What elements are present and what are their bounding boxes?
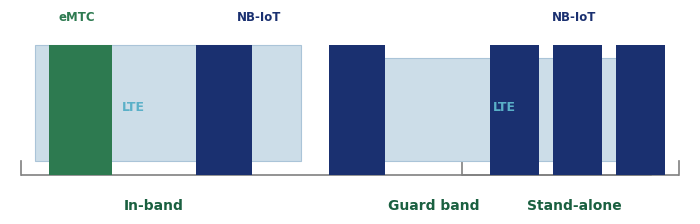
Bar bbox=[371, 58, 637, 161]
Text: NB-IoT: NB-IoT bbox=[237, 11, 281, 24]
Bar bbox=[49, 45, 112, 175]
Text: LTE: LTE bbox=[122, 101, 144, 114]
Bar bbox=[553, 45, 602, 175]
Text: Stand-alone: Stand-alone bbox=[526, 199, 622, 213]
Text: eMTC: eMTC bbox=[59, 11, 95, 24]
Bar bbox=[616, 45, 665, 175]
Bar bbox=[490, 45, 539, 175]
Bar bbox=[196, 45, 252, 175]
Text: NB-IoT: NB-IoT bbox=[552, 11, 596, 24]
Text: In-band: In-band bbox=[124, 199, 184, 213]
Bar bbox=[329, 45, 385, 175]
Text: LTE: LTE bbox=[493, 101, 515, 114]
Bar bbox=[35, 45, 301, 161]
Text: Guard band: Guard band bbox=[389, 199, 480, 213]
